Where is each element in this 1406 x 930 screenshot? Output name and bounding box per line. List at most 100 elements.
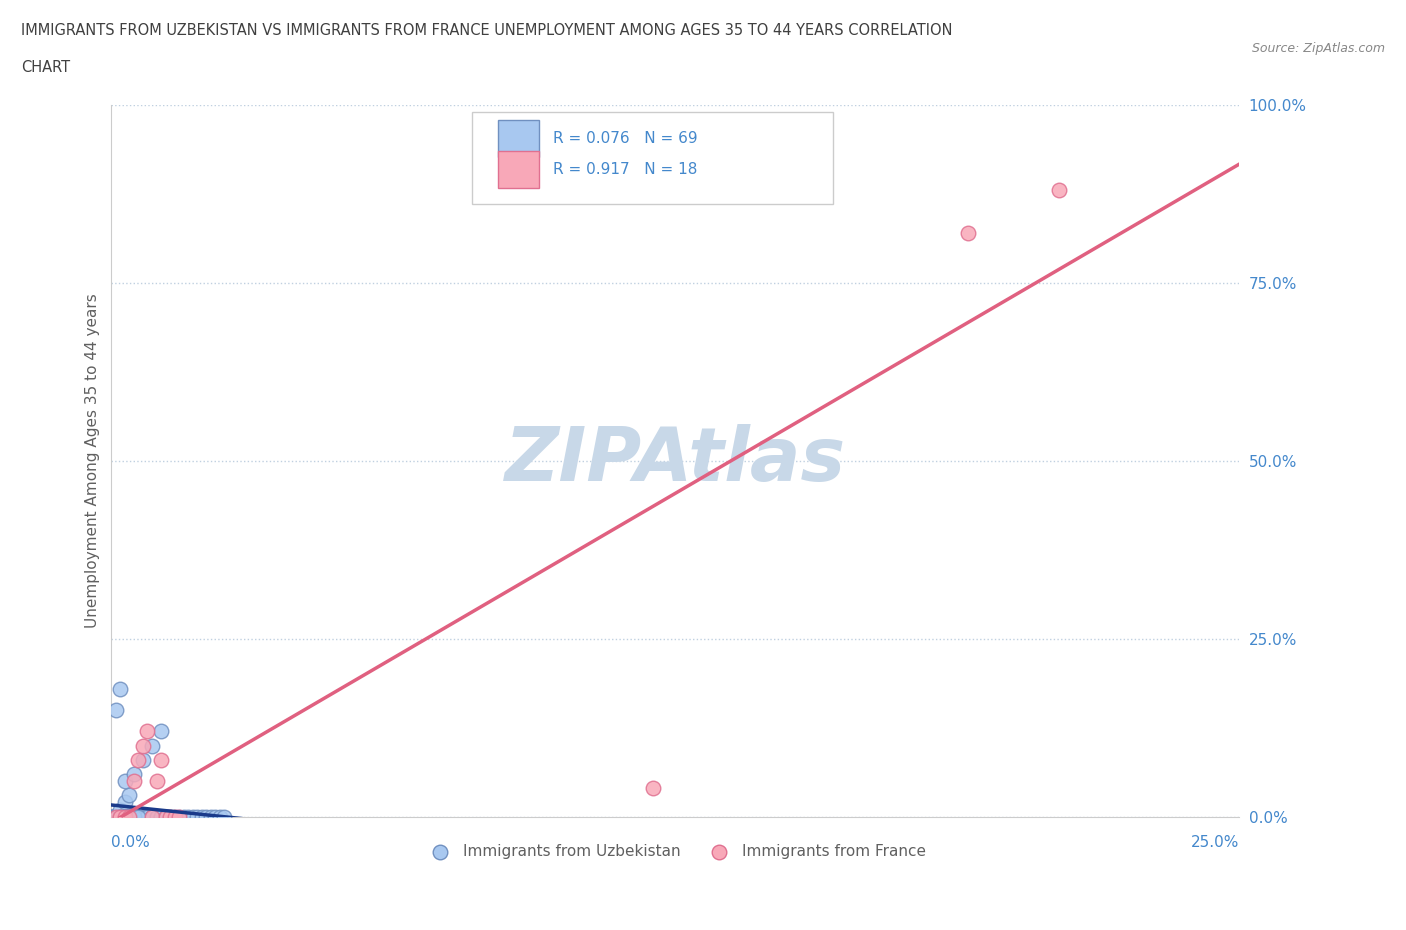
Text: Source: ZipAtlas.com: Source: ZipAtlas.com — [1251, 42, 1385, 55]
Point — [100, 809, 122, 824]
Point — [127, 809, 149, 824]
Point — [186, 809, 208, 824]
Point — [150, 809, 173, 824]
Point — [641, 781, 664, 796]
Point — [150, 724, 173, 738]
Point — [118, 809, 141, 824]
Point — [114, 809, 136, 824]
Point — [145, 774, 167, 789]
Point — [167, 809, 190, 824]
Text: 0.0%: 0.0% — [111, 834, 150, 849]
Point — [163, 809, 186, 824]
Point — [145, 809, 167, 824]
Point — [122, 809, 145, 824]
Point — [122, 809, 145, 824]
Point — [155, 809, 177, 824]
Point — [132, 752, 155, 767]
Point — [127, 809, 149, 824]
Point — [141, 809, 163, 824]
Point — [190, 809, 212, 824]
Point — [104, 809, 127, 824]
Point — [118, 809, 141, 824]
Point — [110, 809, 132, 824]
Point — [127, 752, 149, 767]
Point — [145, 809, 167, 824]
Point — [136, 724, 159, 738]
Point — [159, 809, 181, 824]
Text: IMMIGRANTS FROM UZBEKISTAN VS IMMIGRANTS FROM FRANCE UNEMPLOYMENT AMONG AGES 35 : IMMIGRANTS FROM UZBEKISTAN VS IMMIGRANTS… — [21, 23, 953, 38]
Point — [118, 809, 141, 824]
Y-axis label: Unemployment Among Ages 35 to 44 years: Unemployment Among Ages 35 to 44 years — [86, 293, 100, 628]
Point — [122, 809, 145, 824]
Point — [155, 809, 177, 824]
Point — [136, 809, 159, 824]
Point — [132, 809, 155, 824]
Point — [104, 809, 127, 824]
Point — [1047, 182, 1070, 197]
Point — [114, 809, 136, 824]
Point — [110, 809, 132, 824]
Point — [159, 809, 181, 824]
Point — [100, 809, 122, 824]
Text: 25.0%: 25.0% — [1191, 834, 1239, 849]
Point — [132, 809, 155, 824]
Point — [122, 774, 145, 789]
Point — [150, 809, 173, 824]
Point — [122, 809, 145, 824]
Point — [136, 809, 159, 824]
Point — [150, 752, 173, 767]
Point — [127, 809, 149, 824]
Point — [104, 809, 127, 824]
Point — [163, 809, 186, 824]
Point — [208, 809, 231, 824]
Point — [212, 809, 235, 824]
Point — [204, 809, 226, 824]
Point — [118, 809, 141, 824]
Point — [118, 788, 141, 803]
Text: R = 0.917   N = 18: R = 0.917 N = 18 — [554, 162, 697, 177]
Point — [114, 795, 136, 810]
Point — [114, 774, 136, 789]
Point — [141, 809, 163, 824]
Text: CHART: CHART — [21, 60, 70, 75]
Point — [110, 809, 132, 824]
Point — [122, 766, 145, 781]
Point — [200, 809, 222, 824]
Point — [104, 809, 127, 824]
Point — [167, 809, 190, 824]
Point — [100, 809, 122, 824]
Point — [127, 809, 149, 824]
FancyBboxPatch shape — [498, 151, 538, 188]
Point — [104, 809, 127, 824]
Legend: Immigrants from Uzbekistan, Immigrants from France: Immigrants from Uzbekistan, Immigrants f… — [425, 844, 925, 859]
Point — [957, 225, 980, 240]
Point — [181, 809, 204, 824]
Point — [114, 809, 136, 824]
Point — [114, 809, 136, 824]
Point — [155, 809, 177, 824]
Point — [195, 809, 218, 824]
Text: ZIPAtlas: ZIPAtlas — [505, 424, 846, 498]
FancyBboxPatch shape — [498, 120, 538, 157]
Point — [173, 809, 195, 824]
Point — [122, 809, 145, 824]
Point — [177, 809, 200, 824]
Point — [132, 809, 155, 824]
Point — [104, 809, 127, 824]
Point — [141, 738, 163, 753]
Point — [104, 809, 127, 824]
Text: R = 0.076   N = 69: R = 0.076 N = 69 — [554, 131, 697, 146]
Point — [132, 738, 155, 753]
FancyBboxPatch shape — [472, 112, 832, 205]
Point — [104, 702, 127, 717]
Point — [100, 809, 122, 824]
Point — [114, 809, 136, 824]
Point — [110, 681, 132, 696]
Point — [104, 809, 127, 824]
Point — [110, 803, 132, 817]
Point — [118, 809, 141, 824]
Point — [110, 809, 132, 824]
Point — [110, 809, 132, 824]
Point — [114, 809, 136, 824]
Point — [141, 809, 163, 824]
